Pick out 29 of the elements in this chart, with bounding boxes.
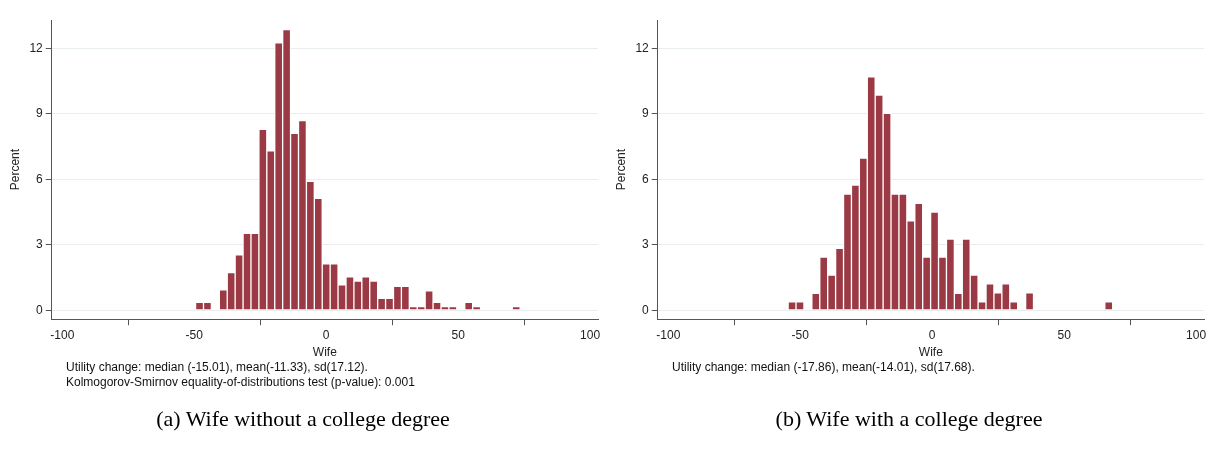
text: (b) Wife with a college degree [774,406,1044,432]
x-tick-label: 0 [322,327,330,342]
y-axis-title: Percent [7,148,22,191]
y-tick-label: 9 [642,106,650,121]
y-tick-label: 6 [36,171,44,186]
x-tick-label: 100 [1186,327,1207,342]
y-tick-label: 12 [635,40,650,55]
text: Utility change: median (-17.86), mean(-14.01), sd(17.68). [672,360,976,375]
x-tick-label: -50 [185,327,204,342]
x-tick-label: -50 [791,327,810,342]
y-tick-label: 6 [642,171,650,186]
x-axis-title: Wife [312,345,338,360]
y-axis-title: Percent [613,148,628,191]
text: Utility change: median (-15.01), mean(-11.33), sd(17.12). [66,360,369,375]
x-tick-label: 50 [451,327,466,342]
y-tick-label: 0 [642,302,650,317]
text: Kolmogorov-Smirnov equality-of-distributions test (p-value): 0.001 [66,375,416,390]
text: (a) Wife without a college degree [155,406,451,432]
x-tick-label: 100 [580,327,601,342]
x-axis-title: Wife [918,345,944,360]
x-tick-label: -100 [656,327,681,342]
x-tick-label: -100 [50,327,75,342]
y-tick-label: 9 [36,106,44,121]
x-tick-label: 0 [928,327,936,342]
y-tick-label: 3 [36,237,44,252]
y-tick-label: 12 [29,40,44,55]
x-tick-label: 50 [1057,327,1072,342]
y-tick-label: 3 [642,237,650,252]
y-tick-label: 0 [36,302,44,317]
